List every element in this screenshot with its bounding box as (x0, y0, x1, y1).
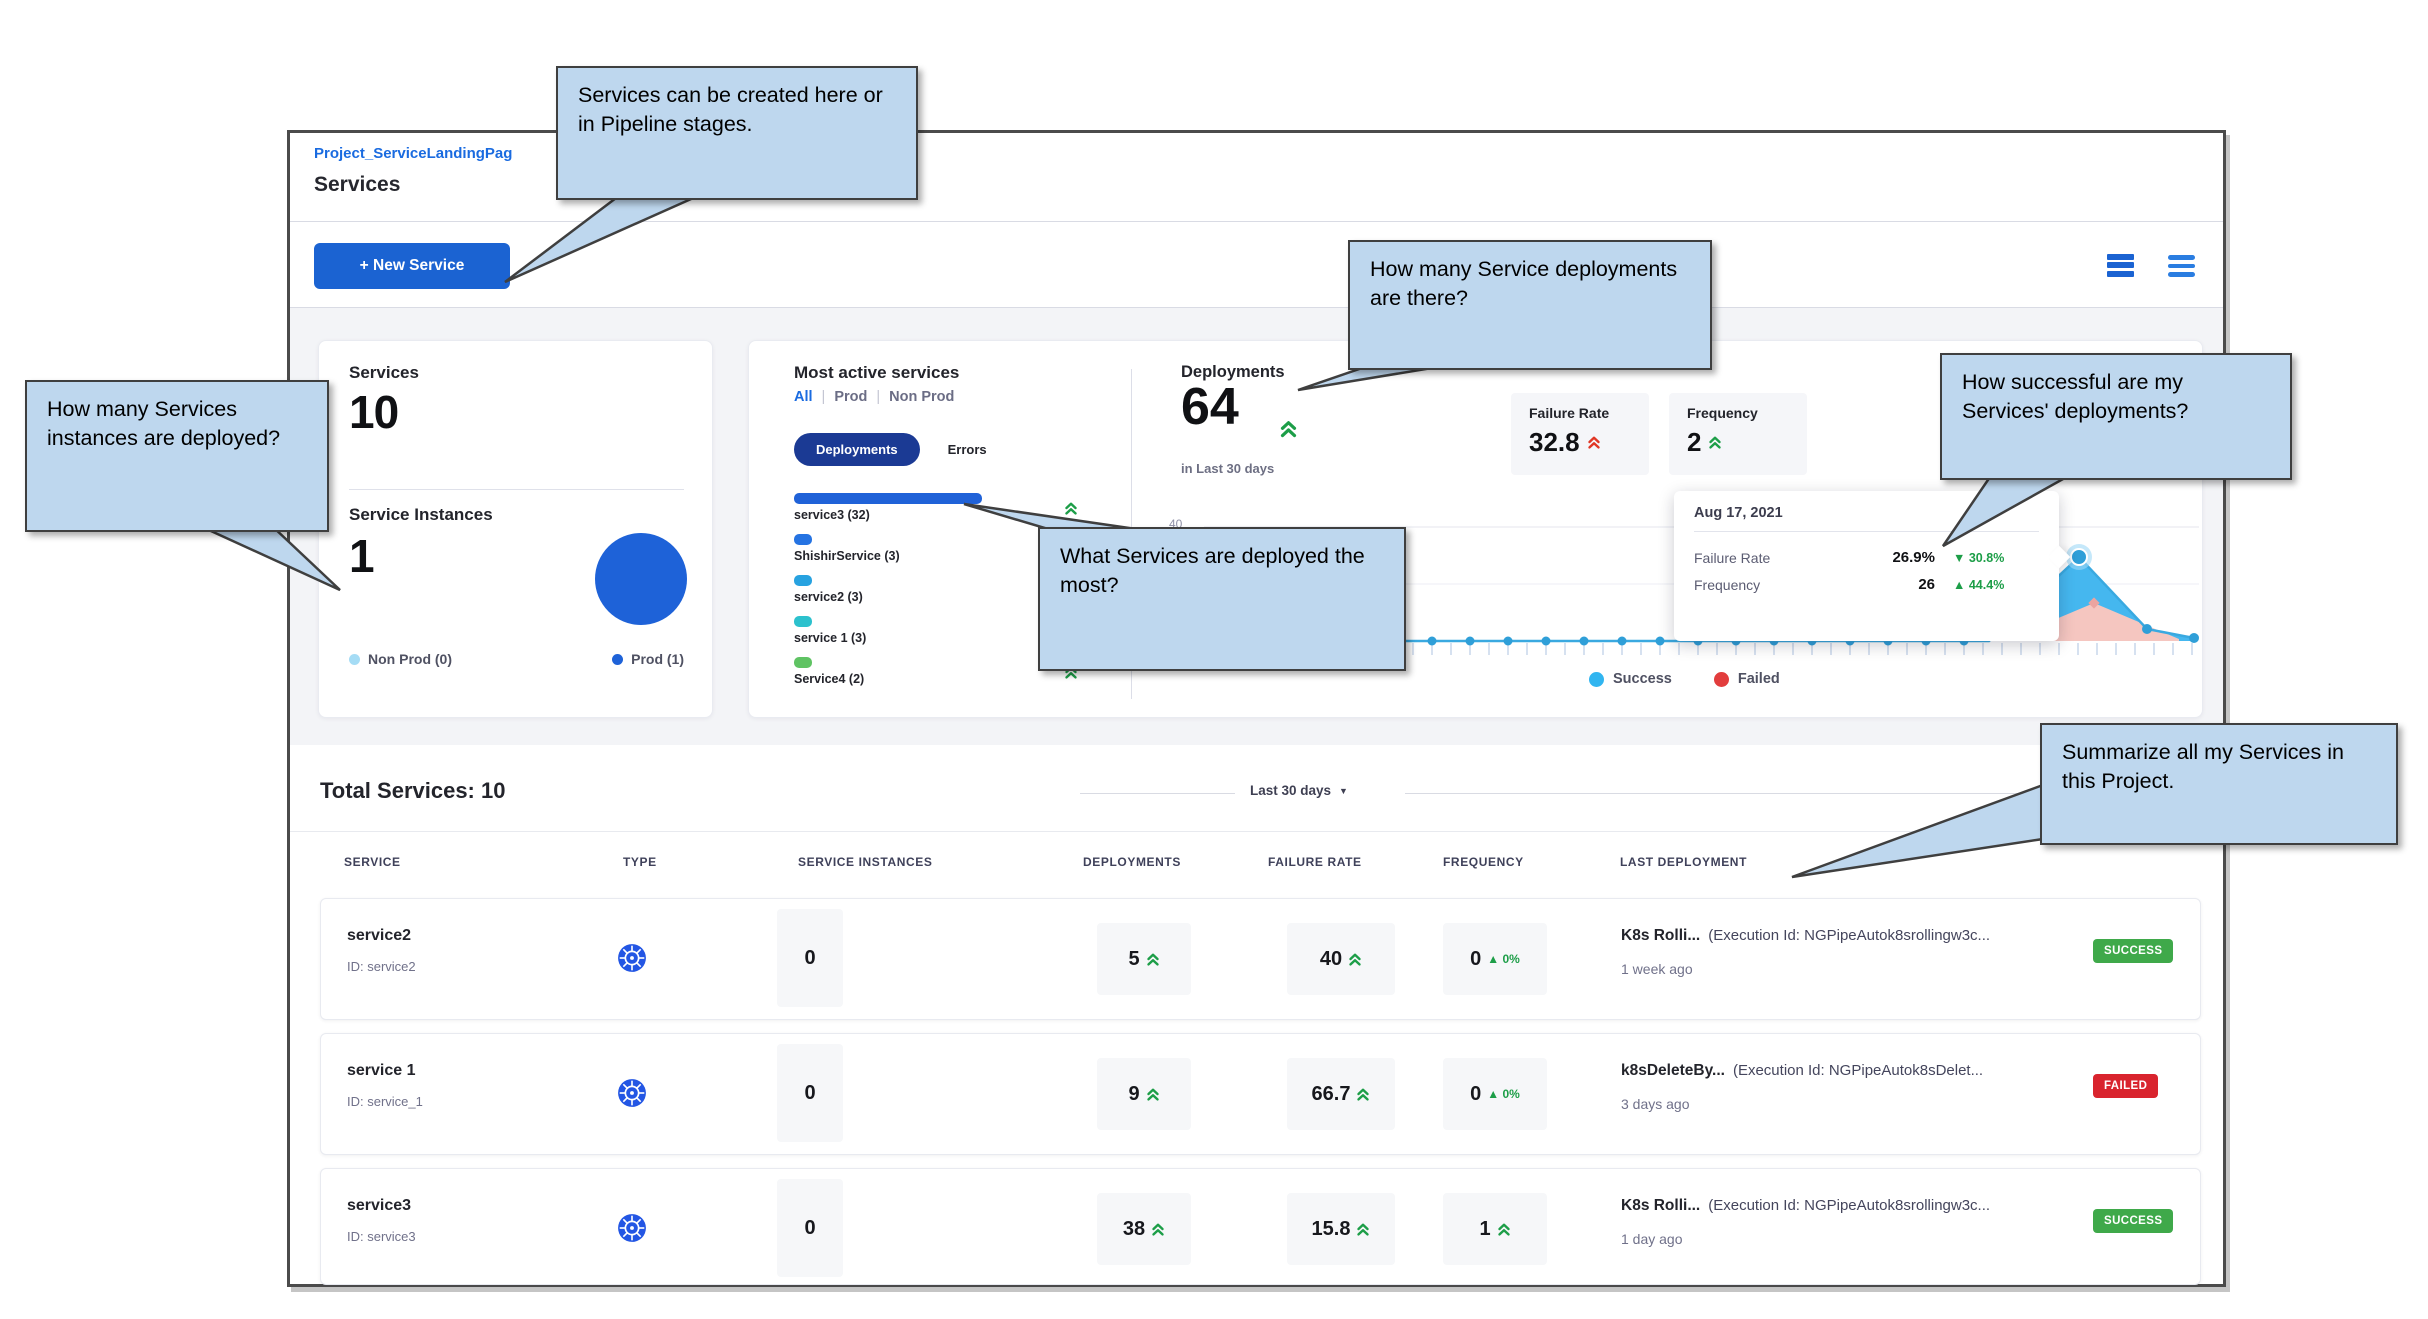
callout-instances: How many Services instances are deployed… (25, 380, 329, 532)
non-prod-dot-icon (349, 653, 360, 665)
callout-summarize: Summarize all my Services in this Projec… (2040, 723, 2398, 845)
callout-tail (1941, 472, 2077, 548)
status-badge: FAILED (2093, 1074, 2159, 1098)
tab-prod[interactable]: Prod (834, 389, 868, 405)
legend-success[interactable]: Success (1589, 671, 1672, 687)
callout-create-services: Services can be created here or in Pipel… (556, 66, 918, 200)
trend-up-icon (1146, 952, 1160, 967)
col-frequency[interactable]: FREQUENCY (1443, 855, 1524, 869)
delta-up: ▲ 0% (1487, 1087, 1520, 1101)
bar-row: service 1 (3) (794, 616, 866, 645)
col-deployments[interactable]: DEPLOYMENTS (1083, 855, 1181, 869)
services-count: 10 (349, 386, 399, 438)
delta-up: ▲ 0% (1487, 952, 1520, 966)
kubernetes-icon (617, 1078, 647, 1108)
trend-up-red-icon (1587, 435, 1601, 450)
delta-down: ▼ 30.8% (1953, 550, 2005, 565)
services-summary-card: Services 10 Service Instances 1 Non Prod… (318, 340, 713, 718)
page-title: Services (314, 173, 401, 196)
chevron-down-icon: ▼ (1339, 785, 1348, 796)
deployments-title: Deployments (1181, 363, 1285, 381)
env-filter-tabs: All | Prod | Non Prod (794, 389, 955, 405)
bar-row: ShishirService (3) (794, 534, 900, 563)
most-active-title: Most active services (794, 363, 960, 382)
new-service-button[interactable]: + New Service (314, 243, 510, 289)
delta-up: ▲ 44.4% (1953, 577, 2005, 592)
callout-tail (199, 524, 341, 592)
errors-toggle[interactable]: Errors (947, 442, 987, 457)
total-services-label: Total Services: 10 (320, 778, 506, 803)
trend-up-icon (1279, 419, 1298, 439)
trend-up-icon (1146, 1087, 1160, 1102)
trend-up-icon (1348, 952, 1362, 967)
trend-up-icon (1497, 1222, 1511, 1237)
status-badge: SUCCESS (2093, 939, 2174, 963)
callout-successful: How successful are my Services' deployme… (1940, 353, 2292, 480)
bar-row: service2 (3) (794, 575, 863, 604)
toolbar-divider (290, 307, 2223, 308)
col-service[interactable]: SERVICE (344, 855, 401, 869)
prod-dot-icon (612, 653, 624, 665)
instances-pie-chart (595, 533, 687, 625)
success-dot-icon (1589, 671, 1604, 687)
chart-legend: Success Failed (1589, 671, 1780, 687)
bar-service1 (794, 616, 812, 627)
period-filter-dropdown[interactable]: Last 30 days ▼ (1250, 783, 1348, 798)
tab-non-prod[interactable]: Non Prod (889, 389, 955, 405)
bar-service4 (794, 657, 812, 668)
status-badge: SUCCESS (2093, 1209, 2174, 1233)
tab-all[interactable]: All (794, 389, 813, 405)
header-divider (290, 221, 2223, 222)
callout-tail (1791, 783, 2045, 879)
col-failure-rate[interactable]: FAILURE RATE (1268, 855, 1362, 869)
col-last-deployment[interactable]: LAST DEPLOYMENT (1620, 855, 1748, 869)
callout-deployments-count: How many Service deployments are there? (1348, 240, 1712, 370)
bar-row: Service4 (2) (794, 657, 864, 686)
legend-prod[interactable]: Prod (1) (612, 651, 684, 667)
list-view-icon[interactable] (2168, 251, 2195, 281)
service-instances-label: Service Instances (349, 505, 493, 524)
trend-up-icon (1356, 1087, 1370, 1102)
kubernetes-icon (617, 943, 647, 973)
table-row-service2[interactable]: service2 ID: service2 0 5 40 0 ▲ 0% K8s R… (320, 898, 2201, 1020)
callout-tail (504, 193, 701, 284)
failure-rate-stat: Failure Rate 32.8 (1511, 393, 1649, 475)
bar-shishirservice (794, 534, 812, 545)
deployments-count: 64 (1181, 378, 1239, 436)
bar-service2 (794, 575, 812, 586)
col-type[interactable]: TYPE (623, 855, 657, 869)
failed-dot-icon (1713, 671, 1729, 687)
deployments-toggle[interactable]: Deployments (794, 433, 920, 466)
table-row-service3[interactable]: service3 ID: service3 0 38 15.8 1 K8s Ro… (320, 1168, 2201, 1285)
card-view-icon[interactable] (2107, 251, 2134, 281)
legend-non-prod[interactable]: Non Prod (0) (349, 651, 452, 667)
instances-legend: Non Prod (0) Prod (1) (349, 651, 684, 667)
deployments-subtitle: in Last 30 days (1181, 461, 1275, 476)
trend-up-icon (1151, 1222, 1165, 1237)
breadcrumb[interactable]: Project_ServiceLandingPag (314, 145, 513, 162)
kubernetes-icon (617, 1213, 647, 1243)
summary-panel: Services 10 Service Instances 1 Non Prod… (290, 308, 2223, 745)
callout-most-deployed: What Services are deployed the most? (1038, 527, 1406, 671)
table-row-service1[interactable]: service 1 ID: service_1 0 9 66.7 0 ▲ 0% k… (320, 1033, 2201, 1155)
bar-row: service3 (32) (794, 493, 982, 522)
frequency-stat: Frequency 2 (1669, 393, 1807, 475)
dashboard-window: Project_ServiceLandingPag Services + New… (287, 130, 2226, 1287)
services-label: Services (349, 363, 419, 382)
bar-service3 (794, 493, 982, 504)
trend-up-icon (1356, 1222, 1370, 1237)
trend-up-icon (1708, 435, 1722, 450)
legend-failed[interactable]: Failed (1713, 671, 1780, 687)
service-instances-count: 1 (349, 530, 375, 582)
col-service-instances[interactable]: SERVICE INSTANCES (798, 855, 933, 869)
